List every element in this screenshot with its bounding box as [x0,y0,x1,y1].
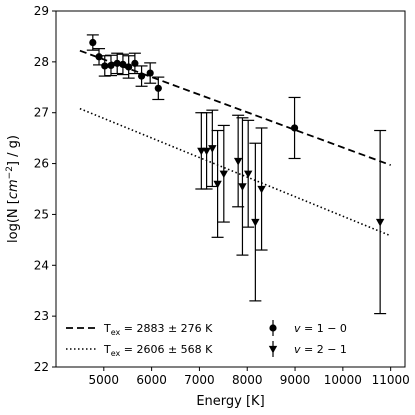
data-points [86,34,387,315]
fit-line-dotted [79,107,391,237]
data-point-circle [146,69,154,77]
data-point-triangle [233,157,243,166]
y-tick-label: 28 [34,55,49,69]
y-tick-label: 24 [34,258,49,272]
y-tick-label: 27 [34,106,49,120]
legend: Tex = 2883 ± 276 K Tex = 2606 ± 568 K v = … [66,320,347,358]
legend-marker-circle [269,324,277,332]
data-point-triangle [243,170,253,179]
y-axis-label: log(N [cm−2] / g) [5,135,21,243]
legend-label-series: v = 2 − 1 [294,343,347,356]
fit-lines [79,49,391,237]
data-point-circle [89,38,97,47]
data-point-circle [290,124,299,132]
y-tick-label: 22 [34,360,49,374]
x-tick-label: 8000 [232,373,263,387]
y-axis-label-exponent: −2 [5,166,15,179]
data-point-circle [131,59,139,67]
legend-label-fit: Tex = 2606 ± 568 K [103,343,213,358]
data-point-triangle [251,218,260,227]
data-point-triangle [257,185,266,194]
data-point-circle [125,63,133,71]
y-tick-label: 25 [34,207,49,221]
x-tick-label: 10000 [324,373,362,387]
legend-label-fit: Tex = 2883 ± 276 K [103,322,213,337]
data-point-triangle [202,147,211,156]
data-point-triangle [375,218,385,227]
axis-ticks: 5000 6000 7000 8000 9000 10000 11000 22 23 24 25 26… [34,4,410,387]
data-point-circle [107,61,115,70]
data-point-triangle [238,183,247,191]
data-point-triangle [213,180,222,189]
x-tick-label: 9000 [280,373,311,387]
y-tick-label: 29 [34,4,49,18]
data-point-triangle [197,147,206,156]
data-point-circle [154,84,162,92]
data-point-circle [137,72,146,80]
x-tick-label: 11000 [372,373,410,387]
y-tick-label: 26 [34,157,49,171]
y-axis-label-pre: log(N [ [6,199,21,243]
legend-label-series: v = 1 − 0 [294,322,347,335]
data-point-circle [113,59,121,67]
x-tick-label: 5000 [89,373,120,387]
x-tick-label: 6000 [136,373,167,387]
fit-line-dashed [79,49,391,166]
data-point-circle [101,62,109,70]
y-axis-label-unit: cm [6,179,21,199]
data-point-triangle [208,145,217,153]
plot-area [55,10,406,368]
x-axis-label: Energy [K] [196,394,264,409]
y-axis-label-post: ] / g) [6,135,21,166]
plot-frame [55,10,406,368]
legend-marker-triangle [268,345,278,354]
data-point-circle [95,53,103,61]
data-point-triangle [219,170,229,179]
x-tick-label: 7000 [184,373,215,387]
y-tick-label: 23 [34,309,49,323]
data-point-circle [119,60,127,68]
